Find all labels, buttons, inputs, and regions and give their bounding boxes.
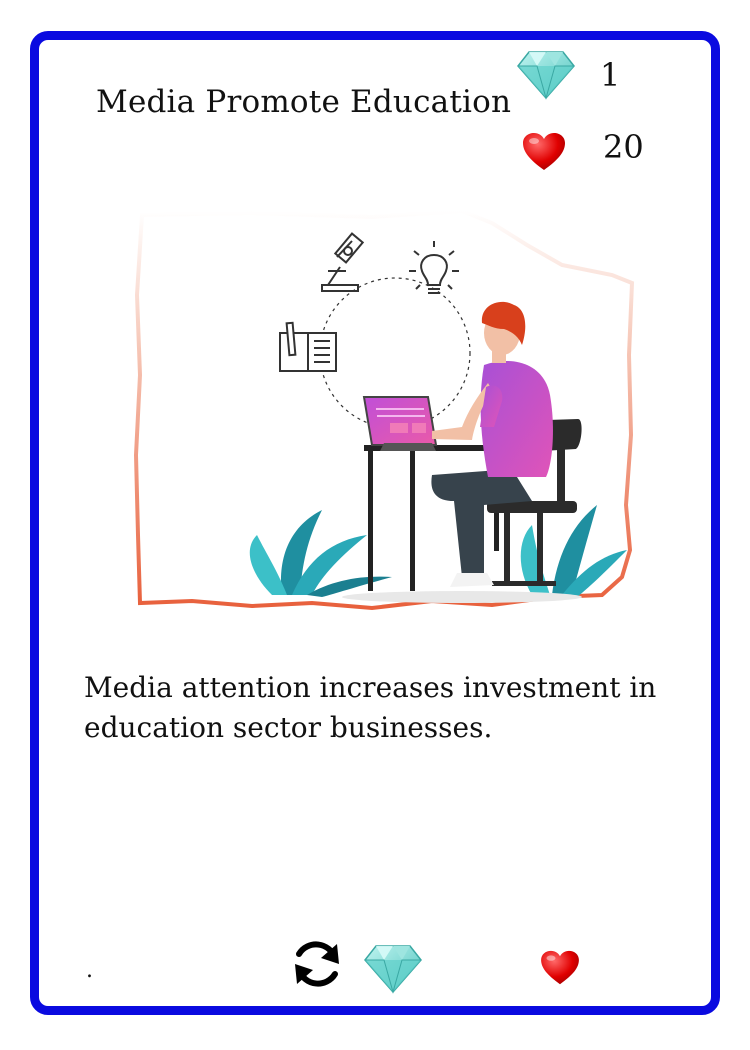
card-title: Media Promote Education bbox=[96, 84, 512, 120]
person-figure bbox=[431, 301, 582, 587]
microscope-icon bbox=[321, 232, 365, 292]
red-heart-icon bbox=[523, 133, 565, 170]
diamond-gem-icon bbox=[364, 945, 422, 994]
gem-count: 1 bbox=[600, 56, 621, 94]
footer-dot: . bbox=[86, 958, 93, 983]
heart-count: 20 bbox=[603, 128, 644, 166]
card-illustration bbox=[133, 208, 635, 611]
card-description: Media attention increases investment in … bbox=[84, 671, 657, 744]
refresh-icon[interactable] bbox=[287, 934, 347, 994]
laptop-icon bbox=[362, 396, 438, 451]
red-heart-icon bbox=[541, 950, 579, 985]
notebook-icon bbox=[279, 321, 337, 372]
lightbulb-icon bbox=[409, 241, 459, 294]
diamond-gem-icon bbox=[517, 51, 575, 100]
